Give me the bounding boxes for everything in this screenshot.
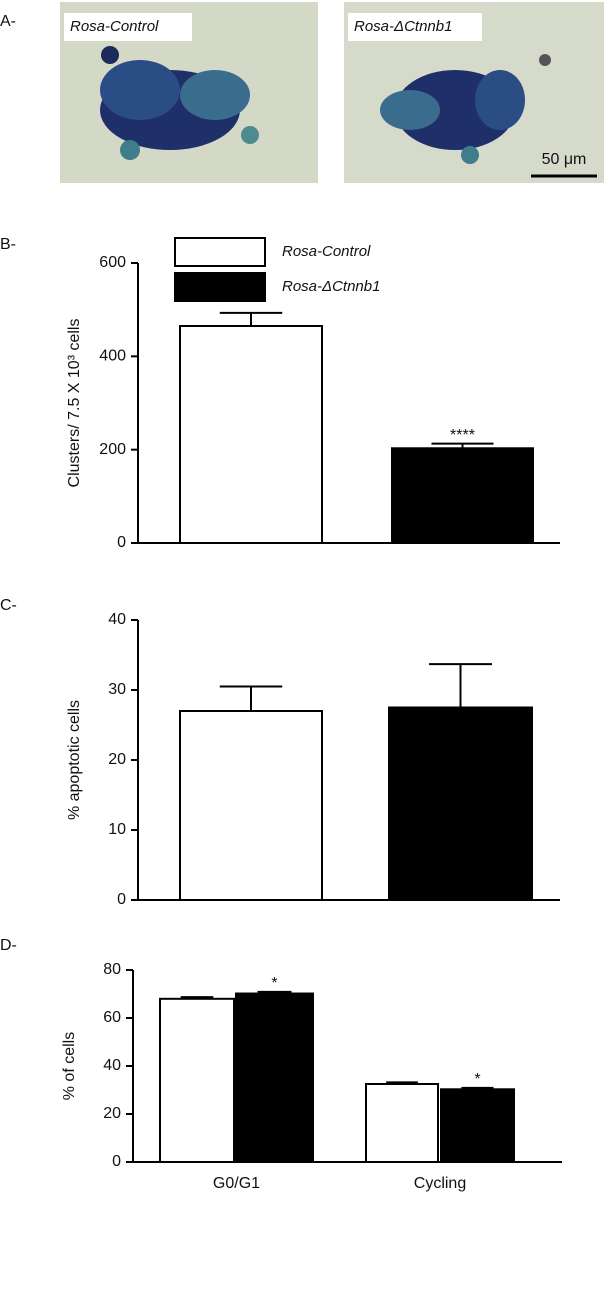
y-tick-label: 10 [108,821,126,838]
y-axis-label: % of cells [61,1032,78,1100]
y-tick-label: 80 [103,961,121,978]
bar [365,1083,439,1163]
scale-bar-label: 50 μm [542,151,587,168]
legend-label: Rosa-Control [282,243,371,260]
legend-label: Rosa-ΔCtnnb1 [282,278,380,295]
error-bar [219,311,283,326]
y-tick-label: 200 [99,441,126,458]
image-label: Rosa-ΔCtnnb1 [354,18,452,35]
legend-swatch [174,272,266,302]
panel-label: B- [0,236,16,253]
y-tick-label: 40 [103,1057,121,1074]
legend-swatch [174,237,266,267]
y-axis-label: Clusters/ 7.5 X 10³ cells [66,319,83,488]
y-tick-label: 0 [112,1153,121,1170]
panel-label: C- [0,597,17,614]
panel-label: A- [0,13,16,30]
bar [235,992,314,1164]
annotation: * [474,1071,480,1088]
y-tick-label: 400 [99,348,126,365]
y-tick-label: 600 [99,254,126,271]
y-tick-label: 20 [103,1105,121,1122]
y-axis-label: % apoptotic cells [66,700,83,820]
error-bar [219,685,283,711]
panel-label: D- [0,937,17,954]
annotation: * [271,975,277,992]
y-tick-label: 40 [108,611,126,628]
bar [179,325,323,544]
annotation: **** [450,427,475,444]
y-tick-label: 20 [108,751,126,768]
error-bar [429,663,492,708]
x-tick-label: Cycling [414,1175,466,1192]
image-label: Rosa-Control [70,18,159,35]
bar [391,447,534,544]
bar [388,706,533,901]
y-tick-label: 0 [117,534,126,551]
micrograph: Rosa-ΔCtnnb1 50 μm [344,2,604,183]
micrograph: Rosa-Control [60,2,318,183]
bar [440,1088,515,1164]
y-tick-label: 60 [103,1009,121,1026]
x-tick-label: G0/G1 [213,1175,260,1192]
bar [179,710,323,901]
bar [159,997,235,1163]
y-tick-label: 30 [108,681,126,698]
y-tick-label: 0 [117,891,126,908]
